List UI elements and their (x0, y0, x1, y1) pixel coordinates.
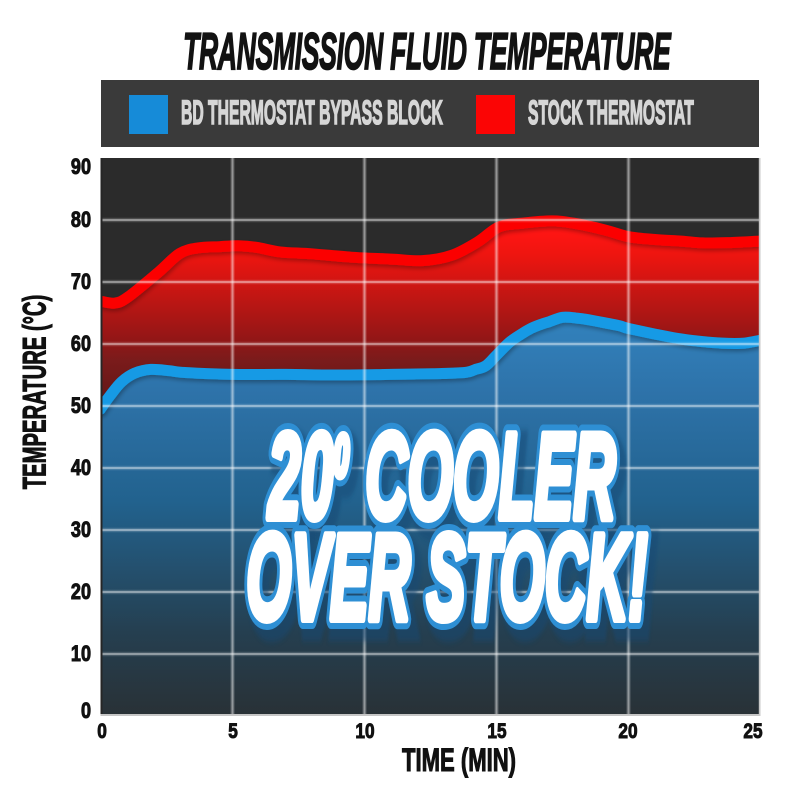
svg-text:200 COOLER: 200 COOLER (272, 417, 621, 553)
svg-text:200 COOLER: 200 COOLER (267, 408, 616, 544)
svg-text:OVER STOCK!: OVER STOCK! (246, 510, 647, 645)
svg-text:200 COOLER: 200 COOLER (267, 408, 616, 544)
svg-text:OVER STOCK!: OVER STOCK! (246, 510, 647, 645)
svg-text:OVER STOCK!: OVER STOCK! (251, 519, 652, 654)
